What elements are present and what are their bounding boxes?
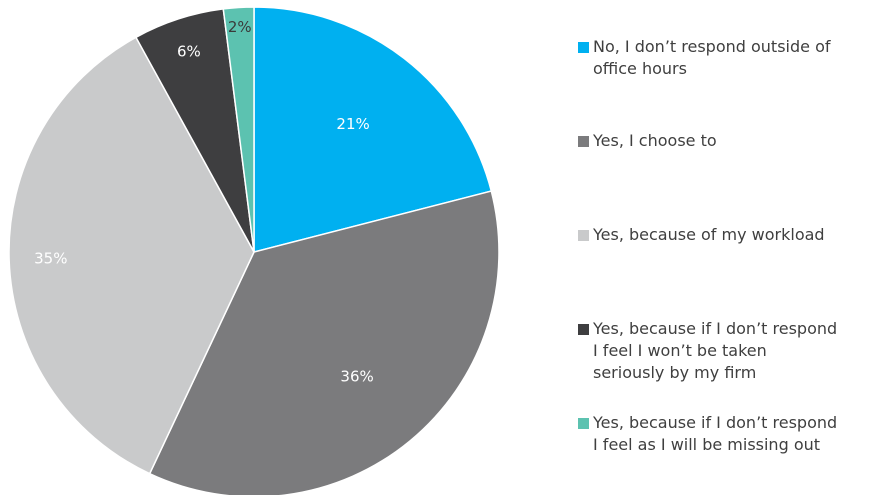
- legend-label: Yes, I choose to: [593, 130, 717, 152]
- pie-data-label-2: 36%: [340, 368, 373, 386]
- legend-label: Yes, because if I don’t respond I feel a…: [593, 412, 837, 456]
- chart-legend: No, I don’t respond outside of office ho…: [578, 0, 896, 495]
- legend-item-4: Yes, because if I don’t respond I feel I…: [578, 318, 837, 384]
- legend-swatch: [578, 230, 589, 241]
- legend-label: No, I don’t respond outside of office ho…: [593, 36, 831, 80]
- legend-item-3: Yes, because of my workload: [578, 224, 825, 246]
- legend-item-5: Yes, because if I don’t respond I feel a…: [578, 412, 837, 456]
- legend-swatch: [578, 136, 589, 147]
- pie-data-label-5: 2%: [228, 18, 252, 36]
- pie-data-label-4: 6%: [177, 43, 201, 61]
- legend-swatch: [578, 418, 589, 429]
- legend-label: Yes, because of my workload: [593, 224, 825, 246]
- pie-data-label-1: 21%: [336, 115, 369, 133]
- legend-item-1: No, I don’t respond outside of office ho…: [578, 36, 831, 80]
- legend-swatch: [578, 42, 589, 53]
- pie-chart: 21% 36% 35% 6% 2%: [0, 0, 578, 495]
- legend-item-2: Yes, I choose to: [578, 130, 717, 152]
- legend-swatch: [578, 324, 589, 335]
- pie-data-label-3: 35%: [34, 249, 67, 267]
- pie-slices: [9, 7, 499, 495]
- legend-label: Yes, because if I don’t respond I feel I…: [593, 318, 837, 384]
